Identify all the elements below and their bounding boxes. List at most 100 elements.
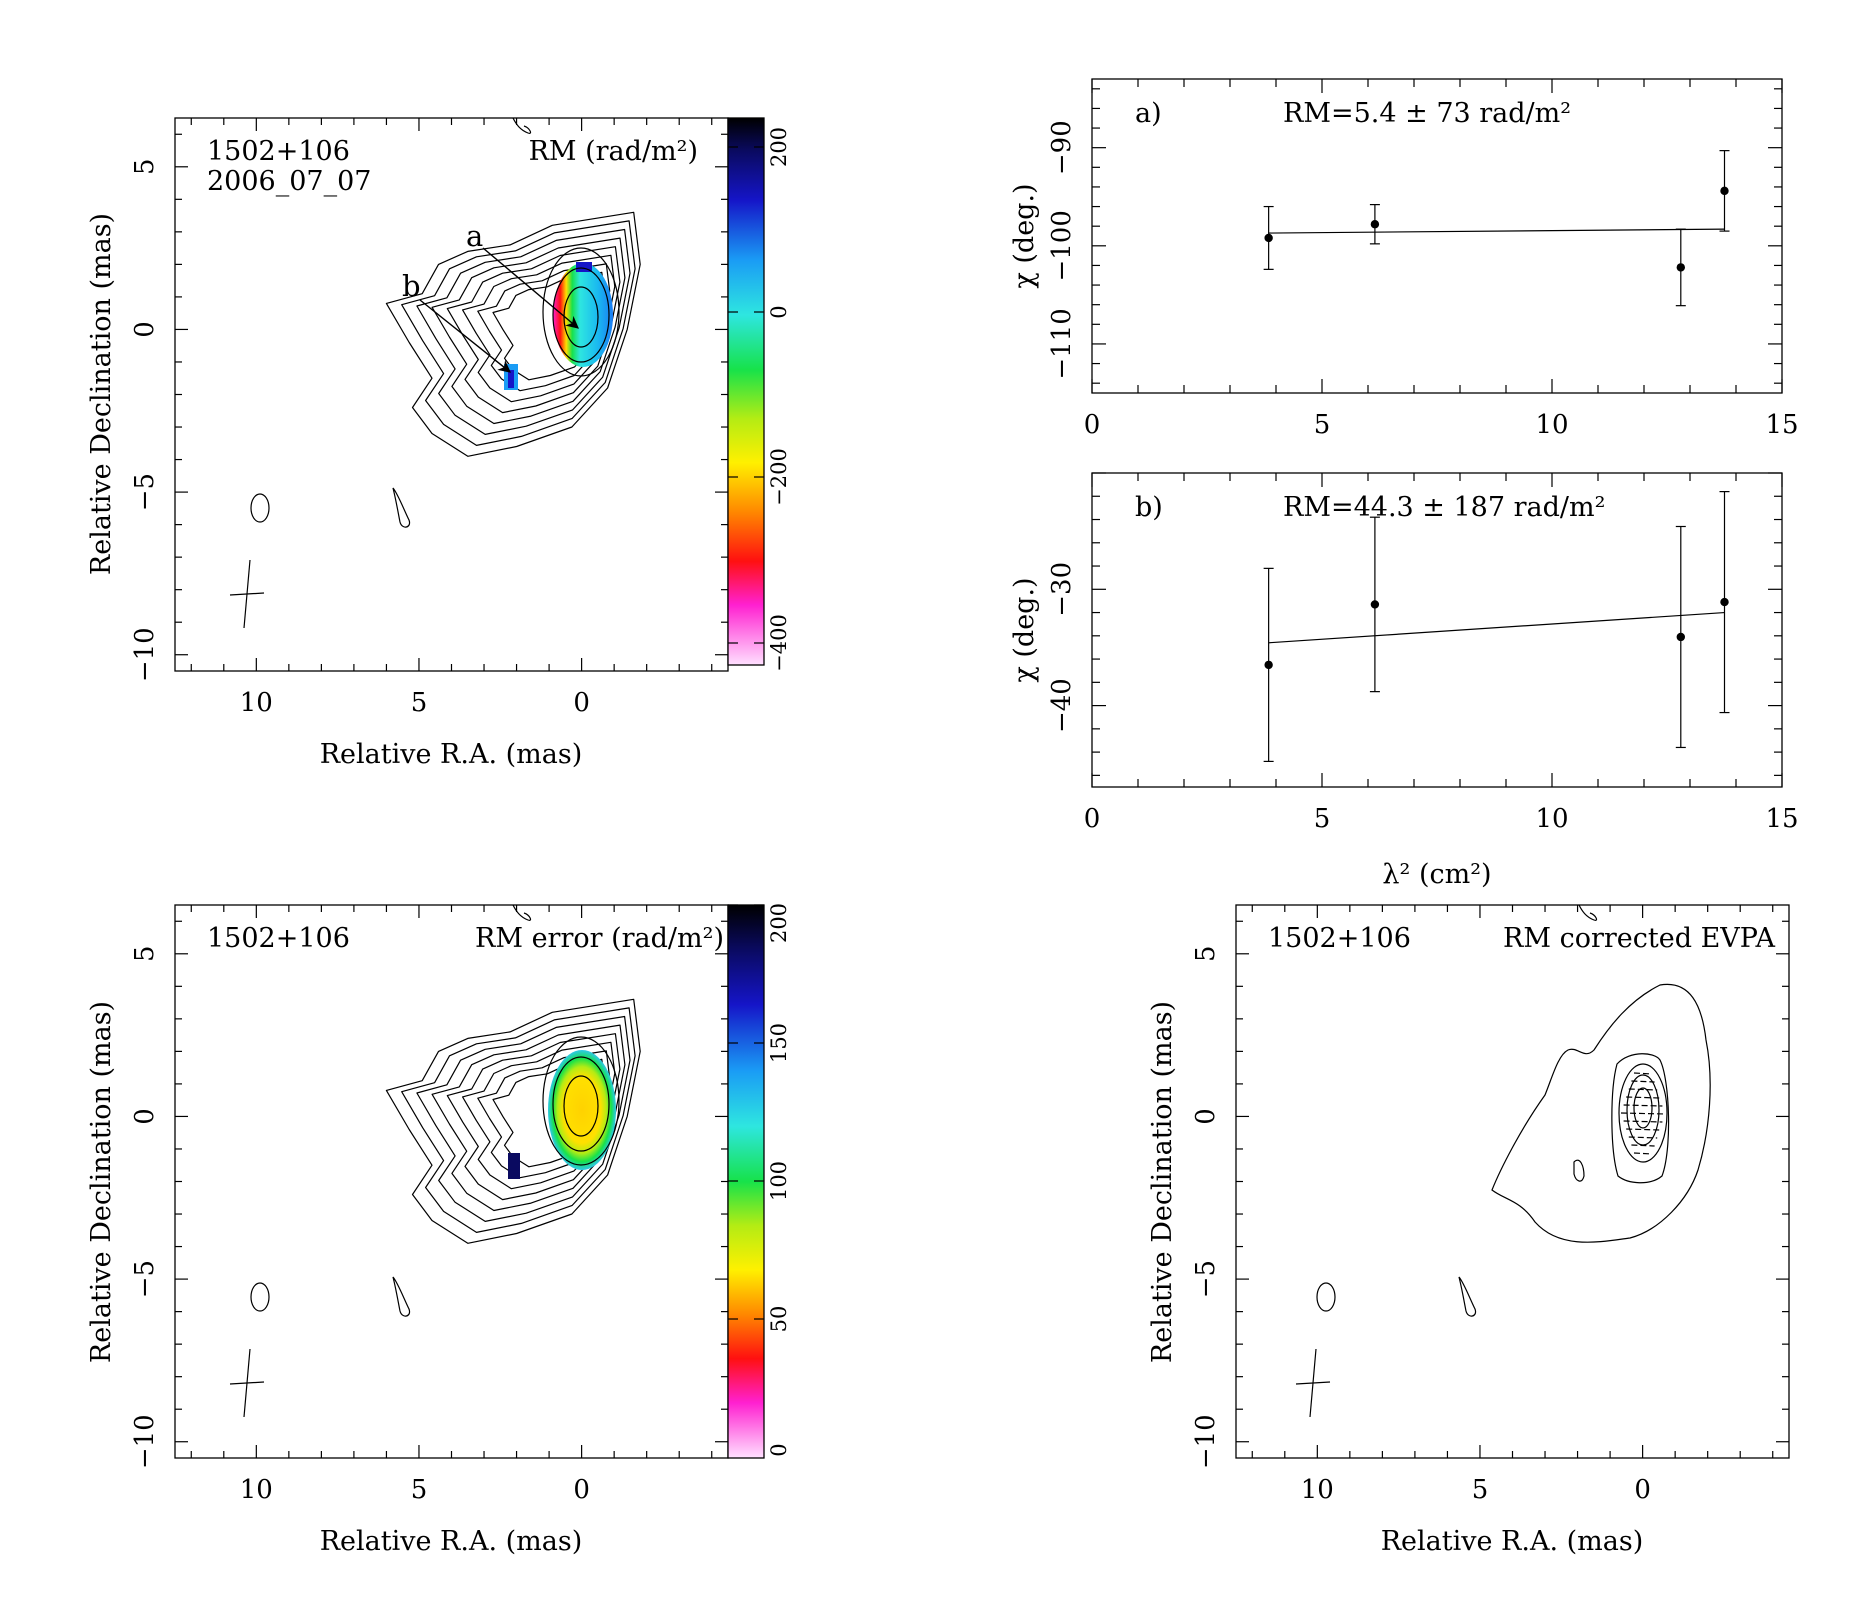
evpa-vector	[1623, 1104, 1663, 1107]
evpa-map-panel: 1502+106 RM corrected EVPA 10 5 0 5 0 −5 −10 R…	[1147, 904, 1790, 1557]
source-label: 1502+106	[1268, 923, 1411, 954]
x-tick-label: 0	[1634, 1475, 1651, 1505]
y-tick-label: −10	[1191, 1414, 1221, 1469]
source-label: 1502+106	[207, 136, 350, 167]
x-tick-label: 10	[1301, 1475, 1334, 1505]
y-tick-label: −40	[1047, 678, 1077, 733]
fit-label: RM=44.3 ± 187 rad/m²	[1283, 492, 1605, 523]
data-point	[1264, 233, 1273, 243]
y-tick-label: −5	[130, 1260, 160, 1298]
contour-level	[416, 228, 631, 435]
y-axis-label: χ (deg.)	[1009, 183, 1040, 288]
map-tick-labels: 10 5 0 5 0 −5 −10	[1191, 946, 1651, 1505]
fit-line	[1268, 228, 1725, 234]
y-axis-label: Relative Declination (mas)	[1147, 1001, 1178, 1363]
x-axis-label: Relative R.A. (mas)	[320, 739, 583, 770]
map-label: RM corrected EVPA	[1503, 923, 1775, 954]
rm-map-panel: 200 0 −200 −400 1502+106 2006_07_07 RM (…	[86, 117, 791, 770]
outer-intensity-contour	[1491, 983, 1711, 1243]
rm-colorbar	[728, 118, 764, 665]
map-ticks	[175, 118, 728, 671]
fit-b-ticks	[1091, 472, 1783, 787]
evpa-vector	[1626, 1096, 1660, 1099]
map-tick-labels: 10 5 0 5 0 −5 −10	[130, 159, 590, 718]
y-tick-label: 0	[130, 321, 160, 338]
colorbar-tick-label: −200	[767, 448, 791, 506]
map-tick-labels: 10 5 0 5 0 −5 −10	[130, 946, 590, 1505]
evpa-vectors	[1620, 1072, 1666, 1155]
evpa-core-contours	[1611, 1053, 1670, 1184]
map-ticks	[175, 905, 728, 1458]
fit-b-frame	[1091, 472, 1783, 788]
colorbar-tick-label: 100	[767, 1161, 791, 1201]
data-point	[1720, 597, 1729, 607]
x-tick-label: 15	[1765, 410, 1798, 440]
y-tick-label: −100	[1047, 210, 1077, 281]
y-tick-label: 0	[1191, 1108, 1221, 1125]
y-tick-label: 5	[1191, 946, 1221, 963]
evpa-vector	[1631, 1080, 1655, 1083]
evpa-vector	[1628, 1088, 1658, 1091]
fit-a-frame	[1091, 78, 1783, 394]
annotation-label: a	[466, 219, 483, 253]
y-tick-label: −10	[130, 627, 160, 682]
x-tick-label: 5	[1314, 410, 1331, 440]
x-axis-label: λ² (cm²)	[1382, 859, 1491, 890]
rm-error-map-frame	[174, 904, 729, 1459]
evpa-vector	[1620, 1112, 1666, 1115]
colorbar-tick-label: 150	[767, 1023, 791, 1063]
colorbar-tick-label: 200	[767, 903, 791, 943]
contour-level	[385, 211, 641, 457]
evpa-vector	[1626, 1128, 1660, 1131]
x-tick-label: 5	[411, 688, 428, 718]
noise-blobs	[250, 905, 532, 1317]
x-tick-label: 5	[1472, 1475, 1489, 1505]
rm-error-map-panel: 200 150 100 50 0 1502+106 RM error (rad/…	[86, 903, 791, 1557]
data-point	[1676, 632, 1686, 642]
y-tick-label: −110	[1047, 308, 1077, 379]
x-tick-label: 0	[1084, 804, 1101, 834]
evpa-vector	[1623, 1120, 1663, 1123]
y-tick-label: −30	[1047, 562, 1077, 617]
epoch-label: 2006_07_07	[207, 166, 371, 197]
noise-blobs	[1316, 905, 1598, 1317]
contour-level	[416, 1015, 631, 1222]
panel-label: a)	[1135, 98, 1162, 129]
fit-label: RM=5.4 ± 73 rad/m²	[1283, 98, 1571, 129]
map-label: RM (rad/m²)	[529, 136, 698, 167]
y-tick-label: 5	[130, 946, 160, 963]
evpa-knot	[1573, 1159, 1585, 1182]
rm-error-colorbar-ticks: 200 150 100 50 0	[728, 903, 791, 1457]
fit-b-tick-labels: 0 5 10 15 −30 −40	[1047, 562, 1799, 834]
evpa-vector	[1633, 1152, 1653, 1155]
x-axis-label: Relative R.A. (mas)	[320, 1526, 583, 1557]
x-tick-label: 0	[573, 688, 590, 718]
y-tick-label: −90	[1047, 120, 1077, 175]
evpa-vector	[1628, 1136, 1658, 1139]
rm-map-frame	[174, 117, 729, 672]
y-axis-label: χ (deg.)	[1009, 577, 1040, 682]
beam-cross	[229, 559, 265, 629]
contour-level	[401, 220, 636, 446]
rm-color-region	[504, 262, 613, 390]
x-tick-label: 5	[411, 1475, 428, 1505]
evpa-vector	[1631, 1144, 1655, 1147]
beam-cross	[1295, 1348, 1331, 1418]
data-point	[1264, 660, 1273, 670]
colorbar-tick-label: 0	[767, 305, 791, 318]
x-tick-label: 0	[1084, 410, 1101, 440]
x-tick-label: 15	[1765, 804, 1798, 834]
x-tick-label: 10	[1535, 804, 1568, 834]
x-tick-label: 10	[240, 1475, 273, 1505]
y-axis-label: Relative Declination (mas)	[86, 213, 117, 575]
fit-panel-b: b) RM=44.3 ± 187 rad/m² 0 5 10 15 −30 −40 χ (…	[1009, 472, 1799, 890]
inner-core-contours	[542, 1036, 620, 1166]
data-point	[1370, 600, 1380, 609]
data-point	[1676, 263, 1686, 272]
fit-a-ticks	[1091, 79, 1783, 393]
rm-colorbar-ticks: 200 0 −200 −400	[728, 127, 791, 672]
x-tick-label: 5	[1314, 804, 1331, 834]
contour-level	[401, 1007, 636, 1233]
fit-line	[1268, 611, 1725, 644]
